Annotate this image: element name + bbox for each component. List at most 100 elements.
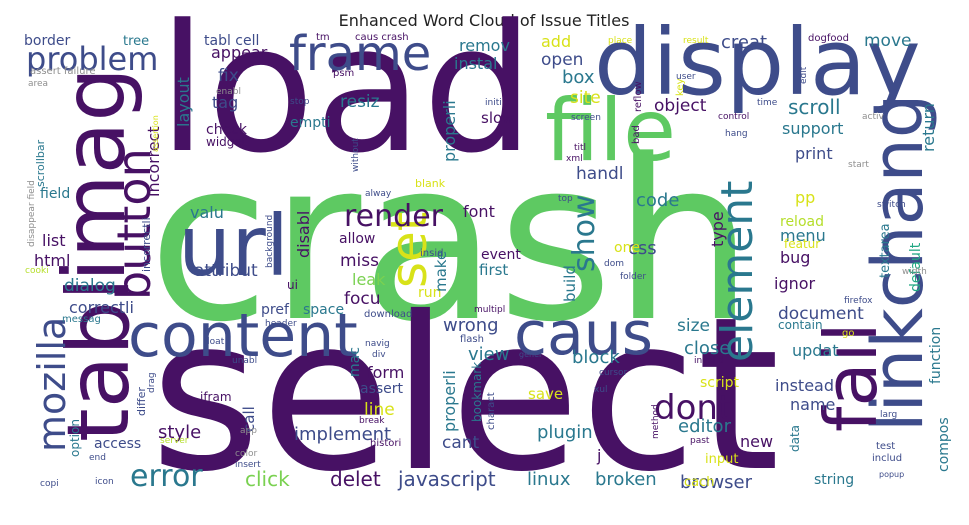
word: wrong [443,315,499,336]
word: object [654,96,707,116]
word: list [42,231,66,250]
word: mac [347,347,363,377]
word: site [570,88,601,108]
word: firefox [844,296,873,306]
word: crash [148,113,754,371]
word: ifram [200,390,232,404]
chart-title: Enhanced Word Cloud of Issue Titles [339,11,630,30]
word: div [372,350,386,360]
word: icon [95,477,114,487]
word: size [677,316,710,336]
word: form [367,363,404,382]
word: bug [780,248,810,267]
word: color [235,449,257,459]
word: time [757,98,778,108]
word: activ [862,112,884,122]
word: ui [287,278,298,292]
word: focu [344,289,381,309]
word: appear [211,43,268,62]
word: default [908,242,924,292]
word: option [68,419,82,457]
word: float [204,337,225,347]
word: server [160,436,189,446]
word: method [651,404,661,439]
word: drag [147,372,157,393]
word: control [718,112,749,122]
word: field [40,186,70,202]
word: open [541,50,583,70]
word: implement [294,424,391,445]
word: make [432,251,450,292]
word: remov [459,36,510,55]
word: menu [780,226,826,245]
word: element [712,181,763,362]
word: properli [440,100,459,162]
word: download [364,309,412,320]
word: place [608,36,633,46]
word: app [240,426,257,436]
word: bad [631,125,642,144]
word: screen [571,113,601,123]
word: fix [218,66,239,86]
word: larg [880,410,897,420]
word: enabl [216,87,241,97]
word: show [567,194,602,272]
word: popup [879,470,904,479]
word: initi [485,98,502,108]
word: leak [352,270,386,289]
word: click [245,467,290,491]
word: histori [370,438,401,449]
word: plugin [537,422,593,443]
word: attribut [194,261,258,281]
word: insert [235,460,261,470]
word: return [919,103,938,152]
word: add [541,32,571,51]
word: support [782,119,843,138]
word: stop [290,97,310,107]
word: dont [654,388,731,428]
word: dialog [64,276,116,296]
word: check [206,122,248,138]
word: close [684,338,730,359]
word: textarea [878,223,893,278]
word: save [528,385,563,403]
word: background [265,215,275,268]
word: psm [333,68,354,79]
word: featur [784,237,820,251]
word: line [364,400,395,420]
word: disabl [294,211,313,258]
word: new [740,432,773,451]
word: start [848,160,869,170]
word: incorrect [144,126,163,197]
word: folder [620,272,646,282]
word: style [158,422,201,443]
word: first [479,261,508,279]
word: move [864,31,911,51]
word: blank [415,177,446,190]
word: url [178,197,289,295]
word: build [561,265,579,302]
word: top [558,194,573,204]
word: insid [420,248,443,259]
word: editor [678,416,732,437]
word: broken [595,469,657,490]
word: properli [440,370,459,432]
word: ignor [774,274,816,293]
word: space [303,302,344,318]
word: border [24,33,70,49]
word: test [876,441,895,452]
word: cursor [599,368,628,378]
word: switch [877,200,906,210]
word: xul [594,385,608,395]
word: set [380,212,438,288]
word: input [705,452,738,467]
word: problem [26,40,158,78]
word: dogfood [808,33,849,44]
word: render [344,199,444,234]
word: event [481,247,521,263]
word: assertion [151,115,160,152]
word: unabl [232,356,257,366]
word: area [28,79,48,89]
